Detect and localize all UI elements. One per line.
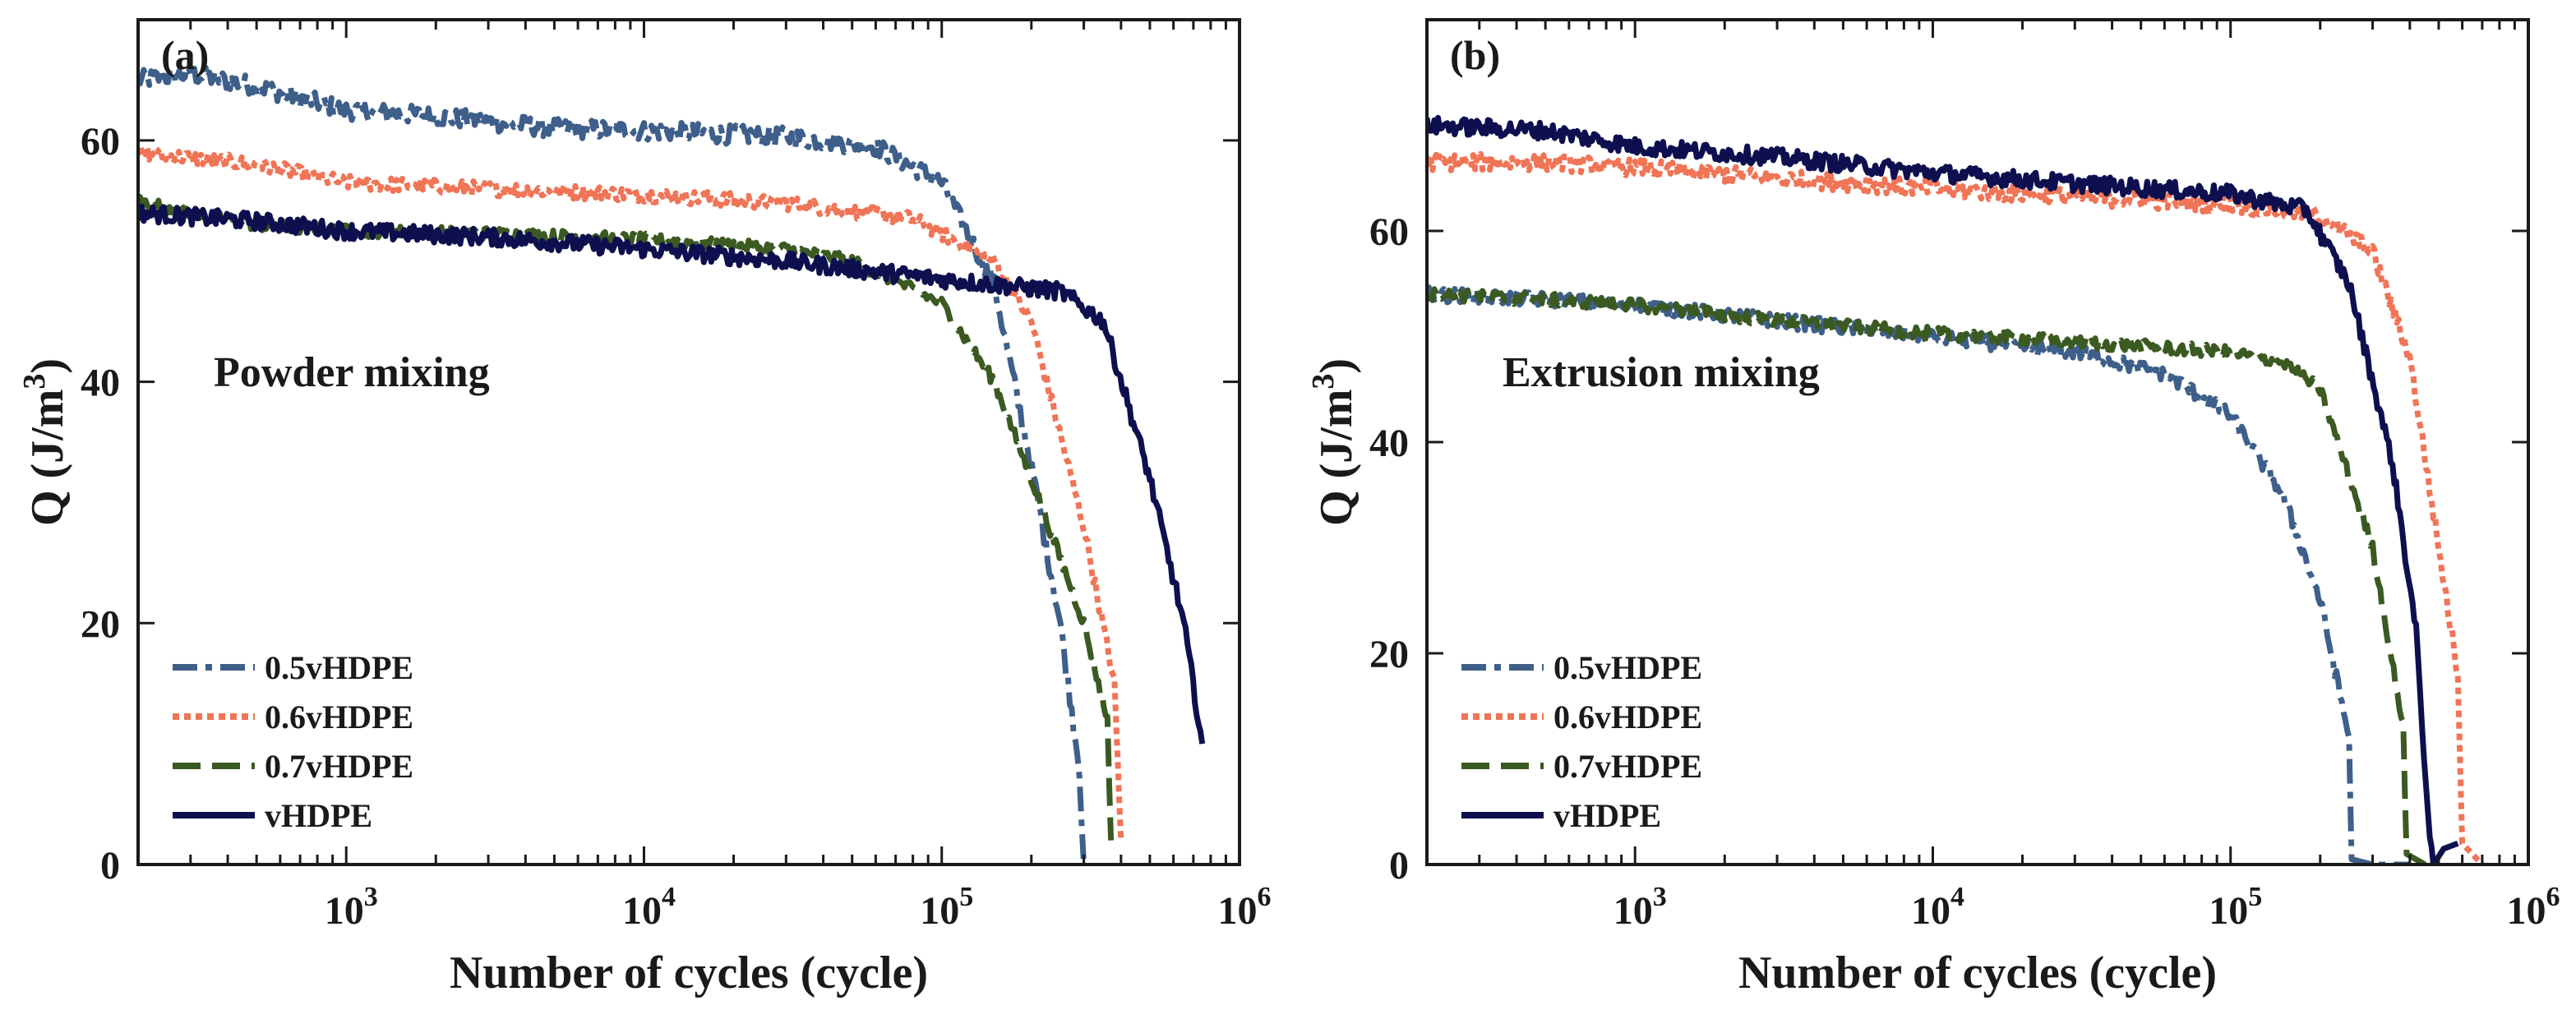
- series-line-0.6vHDPE: [138, 142, 1124, 841]
- legend-label: 0.7vHDPE: [1553, 748, 1702, 785]
- legend-label: 0.5vHDPE: [265, 649, 413, 686]
- y-label-close: ): [22, 358, 73, 374]
- series-line-vHDPE: [138, 203, 1206, 745]
- panel-label: (b): [1450, 32, 1500, 78]
- y-label-close: ): [1311, 358, 1362, 374]
- x-tick-label: 104: [622, 882, 676, 933]
- panel-annotation: Extrusion mixing: [1503, 349, 1820, 396]
- x-tick-label: 103: [1613, 882, 1667, 933]
- x-tick-base: 10: [1613, 889, 1653, 933]
- y-label-sup: 3: [1306, 374, 1341, 390]
- legend-label: 0.6vHDPE: [1553, 699, 1702, 735]
- x-tick-label: 105: [2209, 882, 2262, 933]
- axes-box: [136, 18, 1241, 866]
- panel-annotation: Powder mixing: [214, 349, 490, 396]
- axes-box: [1425, 18, 2530, 866]
- series-line-0.5vHDPE: [138, 63, 1087, 865]
- legend-label: 0.7vHDPE: [265, 748, 413, 785]
- x-tick-label: 106: [1218, 882, 1272, 933]
- x-tick-label: 103: [325, 882, 378, 933]
- series-line-0.7vHDPE: [138, 194, 1115, 841]
- legend-label: vHDPE: [265, 797, 372, 834]
- x-tick-exp: 3: [364, 882, 378, 912]
- legend-label: vHDPE: [1553, 797, 1661, 834]
- x-tick-base: 10: [1911, 889, 1950, 933]
- x-tick-exp: 6: [1258, 882, 1272, 912]
- x-tick-base: 10: [325, 889, 364, 933]
- y-tick-label: 60: [81, 120, 120, 164]
- panel-label: (a): [161, 32, 209, 78]
- y-tick-label: 40: [1369, 422, 1409, 465]
- y-tick-label: 20: [81, 602, 120, 646]
- x-tick-exp: 5: [2248, 882, 2262, 912]
- x-tick-exp: 3: [1653, 882, 1667, 912]
- y-tick-label: 0: [1389, 844, 1409, 888]
- x-tick-base: 10: [1218, 889, 1258, 933]
- y-tick-label: 40: [81, 362, 120, 405]
- x-tick-base: 10: [2507, 889, 2546, 933]
- x-axis-label: Number of cycles (cycle): [450, 948, 928, 998]
- x-tick-exp: 4: [1950, 882, 1964, 912]
- y-axis-label: Q (J/m3): [1306, 358, 1362, 526]
- x-tick-exp: 5: [959, 882, 973, 912]
- y-label-sup: 3: [17, 374, 52, 390]
- x-tick-base: 10: [622, 889, 662, 933]
- series-group: [1427, 114, 2485, 865]
- series-group: [138, 63, 1206, 865]
- x-tick-exp: 4: [662, 882, 676, 912]
- series-line-0.7vHDPE: [1427, 286, 2427, 865]
- y-tick-label: 0: [100, 844, 120, 888]
- legend: 0.5vHDPE 0.6vHDPE 0.7vHDPE vHDPE: [173, 649, 413, 834]
- y-tick-label: 20: [1369, 633, 1409, 676]
- x-tick-base: 10: [920, 889, 959, 933]
- legend-label: 0.5vHDPE: [1553, 649, 1702, 686]
- x-tick-label: 104: [1911, 882, 1964, 933]
- x-axis-label: Number of cycles (cycle): [1738, 948, 2217, 998]
- x-tick-label: 106: [2507, 882, 2560, 933]
- y-axis-label: Q (J/m3): [17, 358, 73, 526]
- legend-label: 0.6vHDPE: [265, 699, 413, 735]
- legend: 0.5vHDPE 0.6vHDPE 0.7vHDPE vHDPE: [1461, 649, 1702, 834]
- series-line-0.5vHDPE: [1427, 284, 2412, 865]
- x-tick-label: 105: [920, 882, 973, 933]
- x-tick-base: 10: [2209, 889, 2248, 933]
- y-tick-label: 60: [1369, 210, 1409, 254]
- x-tick-exp: 6: [2546, 882, 2560, 912]
- y-label-text: Q (J/m: [1311, 390, 1362, 526]
- series-line-vHDPE: [1427, 114, 2459, 865]
- y-label-text: Q (J/m: [22, 390, 73, 526]
